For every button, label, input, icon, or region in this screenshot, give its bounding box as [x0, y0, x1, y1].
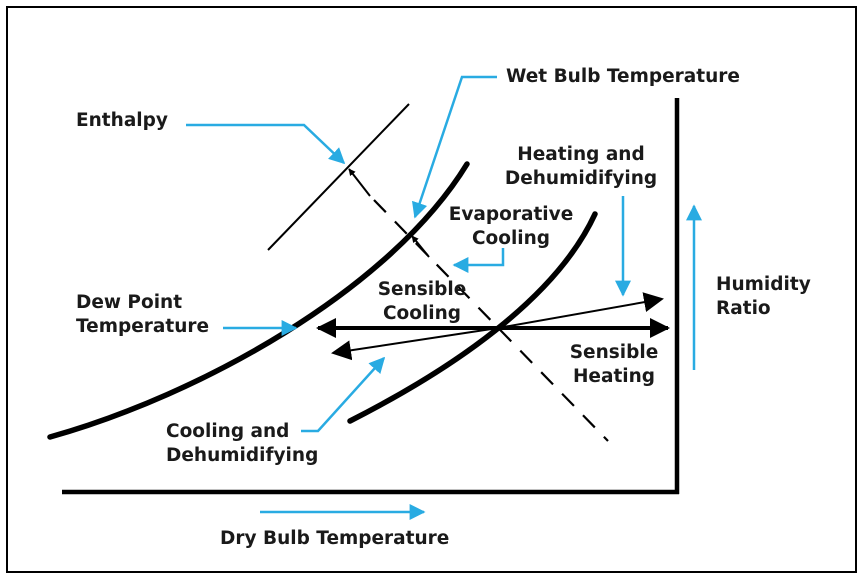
heating-dehumidifying-line-1: Heating and [517, 144, 645, 165]
dew-point-line-1: Dew Point [76, 292, 183, 313]
enthalpy-label: Enthalpy [76, 110, 168, 131]
evaporative-pointer-arrow [452, 248, 505, 273]
heating-dehumidifying-label: Heating and Dehumidifying [500, 143, 662, 191]
humidity-ratio-line-1: Humidity [716, 274, 811, 295]
cooling-dehumidifying-line-2: Dehumidifying [166, 445, 319, 466]
cooling-dehumidifying-pointer-arrow [301, 356, 386, 433]
dry-bulb-label: Dry Bulb Temperature [220, 528, 450, 549]
axes [62, 98, 680, 495]
evaporative-cooling-arrow [411, 235, 430, 258]
wet-bulb-line-arrow [348, 168, 371, 197]
wet-bulb-label: Wet Bulb Temperature [506, 66, 740, 87]
cooling-dehumidifying-line-1: Cooling and [166, 421, 290, 442]
sensible-heating-line-2: Heating [572, 366, 656, 387]
wet-bulb-line [373, 199, 609, 442]
heating-dehumidifying-line-2: Dehumidifying [504, 168, 658, 189]
evaporative-cooling-line-2: Cooling [471, 228, 551, 249]
humidity-ratio-line-2: Ratio [716, 298, 771, 319]
dew-point-label: Dew Point Temperature [76, 291, 209, 339]
enthalpy-line [267, 103, 410, 251]
cooling-dehumidifying-label: Cooling and Dehumidifying [166, 420, 318, 468]
evaporative-cooling-label: Evaporative Cooling [444, 203, 578, 251]
sensible-heating-label: Sensible Heating [562, 341, 666, 389]
pointer-arrows [186, 75, 702, 520]
sensible-cooling-line-1: Sensible [377, 279, 467, 300]
sensible-cooling-line-2: Cooling [382, 303, 462, 324]
cooling-dehumidifying-line [331, 327, 499, 361]
wet-bulb-pointer-arrow [411, 75, 497, 219]
evaporative-cooling-line-1: Evaporative [448, 204, 574, 225]
sensible-heating-line-1: Sensible [569, 342, 659, 363]
heating-dehumidifying-line [497, 292, 664, 329]
enthalpy-pointer-arrow [186, 123, 346, 165]
humidity-ratio-label: Humidity Ratio [716, 273, 811, 321]
sensible-cooling-label: Sensible Cooling [370, 278, 474, 326]
diagram-frame [6, 6, 857, 573]
dew-point-line-2: Temperature [76, 316, 210, 337]
